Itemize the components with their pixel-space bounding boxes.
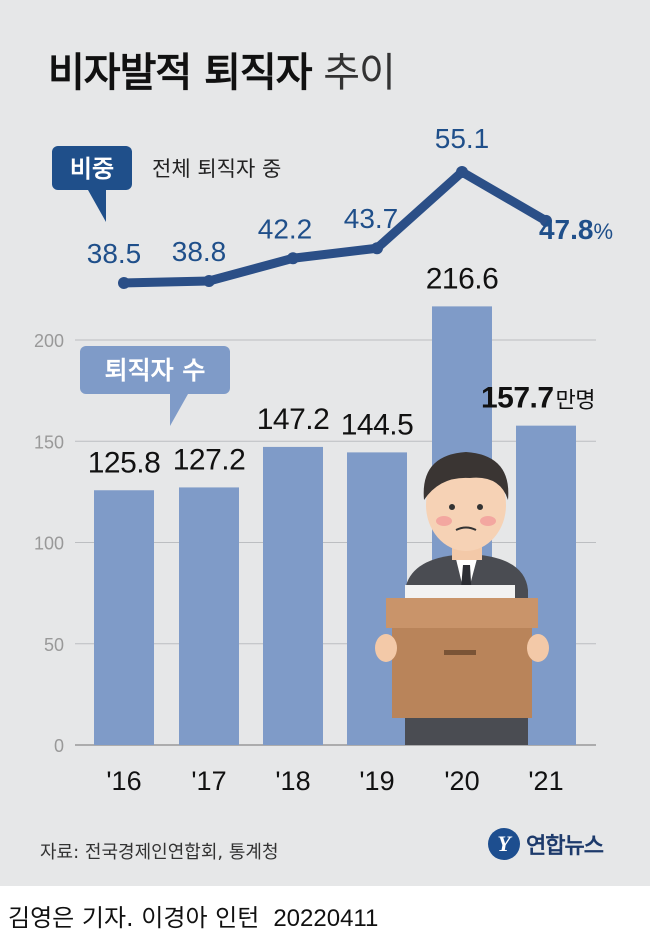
ratio-value-label: 38.8 xyxy=(172,236,227,267)
ratio-badge-text: 비중 xyxy=(70,155,114,183)
ratio-point xyxy=(118,277,130,289)
ratio-point xyxy=(371,242,383,255)
ratio-line-series xyxy=(118,166,552,289)
title-bold: 비자발적 퇴직자 xyxy=(48,50,313,96)
ratio-unit-label: % xyxy=(593,219,613,244)
chart: 0 50 100 150 200 125.8 127.2 147.2 144.5 216.6 15… xyxy=(34,123,613,796)
y-tick-label: 200 xyxy=(34,331,64,351)
credit-line: 김영은 기자. 이경아 인턴 20220411 xyxy=(8,898,378,933)
ratio-badge: 비중 xyxy=(52,146,132,222)
byline: 김영은 기자. 이경아 인턴 xyxy=(8,904,260,932)
title-light: 추이 xyxy=(323,50,396,96)
bar-unit-label: 만명 xyxy=(556,388,595,413)
bar-value-label: 125.8 xyxy=(88,446,161,479)
x-tick-label: '16 xyxy=(106,766,141,796)
bar-value-label: 216.6 xyxy=(426,262,499,295)
ratio-subtitle: 전체 퇴직자 중 xyxy=(152,157,281,181)
ratio-value-label: 43.7 xyxy=(344,203,399,234)
ratio-value-label: 47.8% xyxy=(539,214,613,245)
yonhap-logo-text: 연합뉴스 xyxy=(526,834,604,859)
x-tick-label: '21 xyxy=(528,766,563,796)
bar-value-label: 157.7만명 xyxy=(481,382,595,415)
source-text: 자료: 전국경제인연합회, 통계청 xyxy=(40,842,279,863)
ratio-point xyxy=(456,166,468,178)
count-badge: 퇴직자 수 xyxy=(80,346,230,426)
page-title: 비자발적 퇴직자 추이 xyxy=(48,40,396,98)
yonhap-logo-mark: Y xyxy=(488,828,520,860)
ratio-point xyxy=(540,214,552,227)
publish-date: 20220411 xyxy=(273,905,379,932)
ratio-point xyxy=(287,252,299,265)
x-tick-label: '18 xyxy=(275,766,310,796)
x-axis: '16 '17 '18 '19 '20 '21 xyxy=(106,766,563,796)
count-badge-text: 퇴직자 수 xyxy=(105,356,206,385)
ratio-point xyxy=(203,274,215,287)
worker-illustration xyxy=(375,452,549,745)
bar xyxy=(179,487,239,745)
x-tick-label: '20 xyxy=(444,766,479,796)
y-tick-label: 0 xyxy=(54,736,64,756)
yonhap-logo: Y 연합뉴스 xyxy=(488,828,604,860)
y-axis: 0 50 100 150 200 xyxy=(34,331,64,756)
bar xyxy=(94,490,154,745)
y-tick-label: 150 xyxy=(34,432,64,452)
y-tick-label: 100 xyxy=(34,534,64,554)
ratio-value-label: 55.1 xyxy=(435,123,490,154)
ratio-value-label: 38.5 xyxy=(87,238,142,269)
ratio-value-labels: 38.5 38.8 42.2 43.7 55.1 47.8% xyxy=(87,123,613,269)
bar-value-labels: 125.8 127.2 147.2 144.5 216.6 157.7만명 xyxy=(88,262,596,479)
bar-value-label: 144.5 xyxy=(341,408,414,441)
bar-value-label: 147.2 xyxy=(257,403,330,436)
y-tick-label: 50 xyxy=(44,635,64,655)
bar xyxy=(263,446,323,745)
ratio-line xyxy=(119,167,551,288)
x-tick-label: '19 xyxy=(359,766,394,796)
footer-band xyxy=(0,886,650,940)
ratio-value-label: 42.2 xyxy=(258,213,313,244)
x-tick-label: '17 xyxy=(191,766,226,796)
bar-value-label: 127.2 xyxy=(173,443,246,476)
